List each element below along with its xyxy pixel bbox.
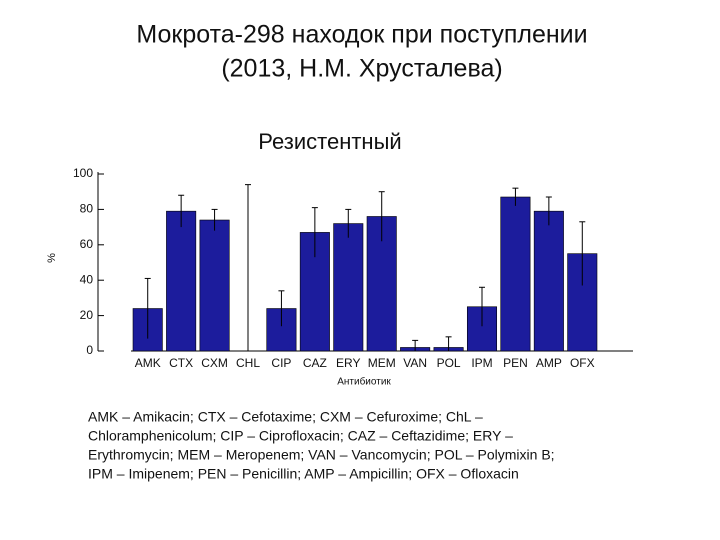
bar <box>166 210 197 352</box>
x-tick-label: MEM <box>368 356 396 370</box>
footnote-line: AMK – Amikacin; CTX – Cefotaxime; CXM – … <box>88 409 483 425</box>
slide-title: Мокрота-298 находок при поступлении <box>136 21 587 49</box>
x-axis-label: Антибиотик <box>337 376 391 388</box>
footnote-line: IPM – Imipenem; PEN – Penicillin; AMP – … <box>88 466 519 482</box>
x-tick-label: PEN <box>503 356 528 370</box>
y-axis-label: % <box>46 253 58 263</box>
x-tick-label: OFX <box>570 356 595 370</box>
x-tick-label: CTX <box>169 356 193 370</box>
x-tick-label: VAN <box>403 356 427 370</box>
x-tick-label: POL <box>437 356 461 370</box>
footnote-line: Erythromycin; MEM – Meropenem; VAN – Van… <box>88 447 555 463</box>
bar <box>533 210 564 352</box>
chart-title: Резистентный <box>258 129 401 154</box>
y-tick-label: 20 <box>80 308 94 322</box>
x-tick-label: CXM <box>201 356 228 370</box>
slide-title: (2013, Н.М. Хрусталева) <box>221 55 502 83</box>
y-tick-label: 80 <box>80 202 94 216</box>
x-tick-label: IPM <box>471 356 492 370</box>
y-tick-label: 0 <box>86 343 93 357</box>
x-tick-label: AMK <box>135 356 161 370</box>
x-tick-label: CIP <box>271 356 291 370</box>
y-tick-label: 100 <box>73 166 93 180</box>
bar <box>199 219 230 352</box>
x-tick-label: AMP <box>536 356 562 370</box>
y-tick-label: 40 <box>80 272 94 286</box>
y-tick-label: 60 <box>80 237 94 251</box>
bar <box>500 196 531 352</box>
x-tick-label: CAZ <box>303 356 327 370</box>
bar <box>333 223 364 352</box>
x-tick-label: CHL <box>236 356 260 370</box>
x-tick-label: ERY <box>336 356 360 370</box>
footnote-line: Chloramphenicolum; CIP – Ciprofloxacin; … <box>88 428 513 444</box>
